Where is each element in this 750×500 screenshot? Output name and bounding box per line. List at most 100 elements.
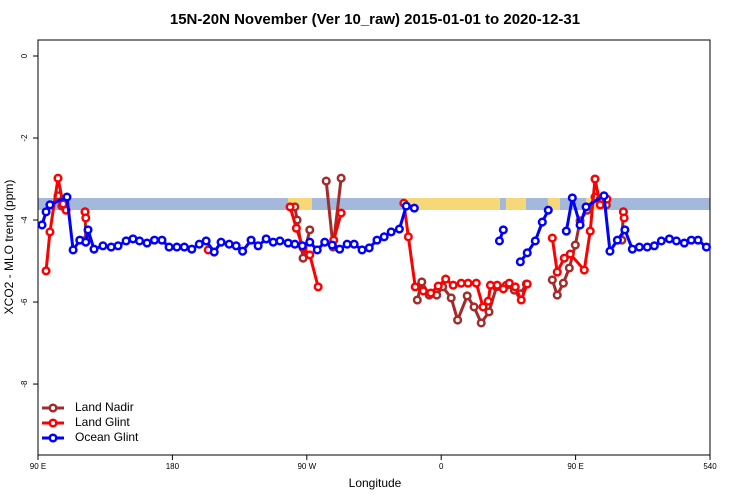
y-tick-label: 0 (20, 53, 29, 58)
data-point (246, 235, 256, 245)
data-point (478, 302, 488, 312)
data-point (453, 315, 463, 325)
data-point (45, 200, 55, 210)
data-point (656, 236, 666, 246)
y-axis-label: XCO2 - MLO trend (ppm) (2, 180, 16, 315)
data-point (543, 205, 553, 215)
data-point (45, 227, 55, 237)
data-point (134, 236, 145, 246)
data-point (403, 232, 413, 242)
data-point (561, 226, 571, 236)
data-point (164, 242, 174, 252)
data-point (41, 266, 51, 276)
data-point (634, 242, 644, 252)
data-point (504, 278, 514, 288)
data-point (321, 176, 331, 186)
data-point (187, 244, 197, 254)
data-point (599, 191, 609, 201)
data-point (224, 239, 234, 249)
data-point (516, 295, 526, 305)
data-point (567, 193, 577, 203)
data-point (409, 203, 419, 213)
data-point (157, 235, 167, 245)
data-point (291, 223, 301, 233)
data-point (298, 253, 308, 263)
data-point (522, 248, 532, 258)
data-point (253, 241, 263, 251)
data-point (627, 244, 637, 254)
data-point (312, 245, 322, 255)
data-point (305, 237, 315, 247)
legend-marker (48, 418, 58, 428)
data-point (113, 241, 123, 251)
data-point (305, 225, 315, 235)
data-point (564, 263, 574, 273)
legend-label: Land Glint (75, 415, 130, 429)
data-point (364, 243, 374, 253)
data-point (412, 295, 422, 305)
y-tick-label: -2 (20, 134, 29, 142)
legend-label: Land Nadir (75, 400, 134, 414)
data-point (515, 257, 525, 267)
data-point (581, 202, 591, 212)
data-point (469, 302, 479, 312)
data-point (142, 238, 152, 248)
data-point (386, 227, 396, 237)
land-band (506, 198, 526, 210)
data-point (81, 237, 91, 247)
data-point (41, 207, 51, 217)
data-point (81, 213, 91, 223)
data-point (547, 233, 557, 243)
data-point (579, 265, 589, 275)
data-point (575, 220, 585, 230)
data-point (53, 173, 63, 183)
data-point (89, 244, 99, 254)
data-point (357, 245, 367, 255)
data-point (476, 318, 486, 328)
data-point (179, 242, 189, 252)
data-point (612, 235, 622, 245)
data-point (62, 192, 72, 202)
x-axis-label: Longitude (349, 476, 402, 490)
land-band (404, 198, 500, 210)
data-point (483, 296, 493, 306)
data-point (441, 274, 451, 284)
data-point (68, 245, 78, 255)
data-point (401, 201, 411, 211)
data-point (590, 174, 600, 184)
x-tick-label: 90 E (30, 462, 46, 471)
data-point (552, 290, 562, 300)
data-point (462, 291, 472, 301)
legend-marker (48, 403, 58, 413)
data-point (336, 173, 346, 183)
data-point (320, 237, 330, 247)
data-point (342, 239, 352, 249)
data-point (537, 217, 547, 227)
data-point (106, 242, 116, 252)
data-point (275, 236, 285, 246)
data-point (605, 246, 615, 256)
data-point (463, 278, 473, 288)
data-point (149, 235, 160, 245)
data-point (379, 232, 389, 242)
data-point (649, 241, 659, 251)
data-point (290, 239, 300, 249)
data-point (349, 239, 359, 249)
data-point (83, 225, 93, 235)
data-point (471, 278, 481, 288)
data-point (664, 234, 674, 244)
data-point (558, 278, 568, 288)
legend-marker (48, 433, 58, 443)
data-point (209, 247, 219, 257)
data-point (98, 241, 108, 251)
data-point (410, 282, 420, 292)
data-point (498, 225, 508, 235)
x-tick-label: 180 (166, 462, 180, 471)
x-tick-label: 540 (703, 462, 717, 471)
y-tick-label: -6 (20, 298, 29, 306)
data-point (172, 242, 182, 252)
data-point (285, 202, 295, 212)
ocean-band (38, 198, 710, 210)
data-point (418, 286, 428, 296)
